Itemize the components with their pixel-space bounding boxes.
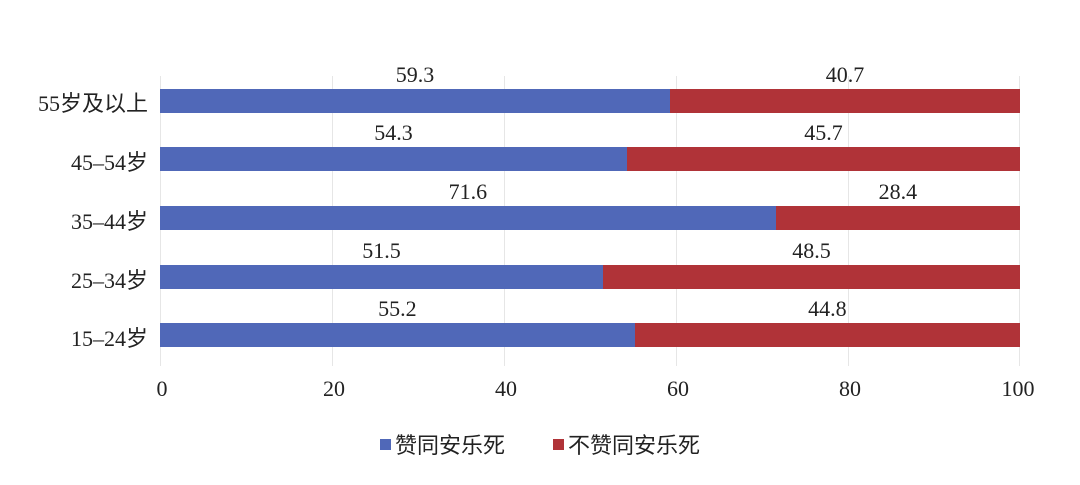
legend-label-disagree: 不赞同安乐死 [568,433,701,458]
legend-swatch-red-icon [553,438,564,450]
bar-segment-agree [160,265,603,289]
bar-segment-agree [160,89,670,113]
plot-area: 59.3 40.7 54.3 45.7 71.6 28.4 51.5 48.5 55.2 44.8 [160,62,1020,366]
bar-row: 55.2 44.8 [160,296,1020,347]
bar-row: 59.3 40.7 [160,62,1020,113]
legend-item-disagree: 不赞同安乐死 [553,428,700,460]
bar-segment-disagree [602,265,1020,289]
legend: 赞同安乐死 不赞同安乐死 [0,428,1080,460]
bar-segment-disagree [669,89,1020,113]
x-tick-60: 60 [667,376,689,401]
legend-swatch-blue-icon [379,438,391,450]
x-tick-40: 40 [495,376,517,401]
bar-segment-agree [160,323,635,347]
data-label: 28.4 [878,179,918,204]
legend-item-agree: 赞同安乐死 [379,428,505,460]
data-label: 48.5 [792,238,831,263]
bar-segment-disagree [626,147,1020,171]
x-tick-100: 100 [1001,376,1035,401]
data-label: 55.2 [378,296,417,321]
data-label: 54.3 [374,120,413,145]
y-label-45-54: 45–54岁 [70,150,148,175]
bar-segment-disagree [634,323,1020,347]
data-label: 40.7 [825,62,865,87]
data-label: 45.7 [804,120,843,145]
legend-label-agree: 赞同安乐死 [394,433,505,458]
bar-row: 51.5 48.5 [160,238,1020,289]
data-label: 44.8 [808,296,847,321]
y-label-35-44: 35–44岁 [70,209,148,234]
data-label: 71.6 [448,179,488,204]
x-tick-0: 0 [156,376,168,401]
data-label: 51.5 [362,238,401,263]
bar-segment-disagree [775,206,1020,230]
data-label: 59.3 [395,62,435,87]
y-label-15-24: 15–24岁 [70,326,148,351]
x-tick-80: 80 [839,376,861,401]
bar-row: 71.6 28.4 [160,179,1020,230]
bar-segment-agree [160,147,627,171]
bar-row: 54.3 45.7 [160,120,1020,171]
y-label-25-34: 25–34岁 [70,268,148,293]
bar-segment-agree [160,206,776,230]
y-label-55-plus: 55岁及以上 [37,91,148,116]
x-tick-20: 20 [323,376,345,401]
